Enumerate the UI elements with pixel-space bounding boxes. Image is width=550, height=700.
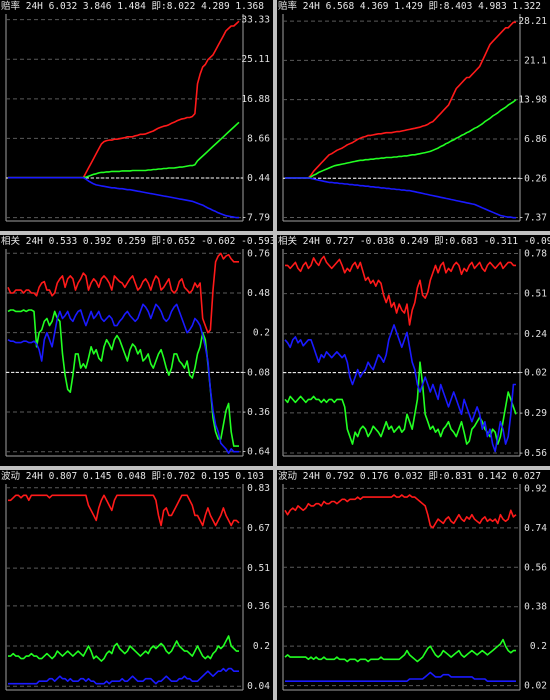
y-tick-label: -0.64	[241, 447, 270, 458]
series-line-blue	[285, 177, 516, 219]
y-tick-label: 0.78	[524, 248, 547, 259]
chart-panel-volatility-2: 波动 24H 0.792 0.176 0.032 即:0.831 0.142 0…	[277, 470, 550, 700]
y-tick-label: 0.56	[524, 562, 547, 573]
y-tick-label: -7.37	[518, 213, 547, 224]
series-line-blue	[7, 303, 239, 454]
y-tick-label: 0.74	[524, 523, 547, 534]
chart-header: 赔率 24H 6.032 3.846 1.484 即:8.022 4.289 1…	[1, 1, 264, 12]
y-tick-label: 0.67	[247, 523, 270, 534]
y-tick-label: 0.51	[524, 289, 547, 300]
chart-header: 波动 24H 0.792 0.176 0.032 即:0.831 0.142 0…	[278, 471, 541, 482]
series-line-blue	[8, 176, 239, 219]
y-tick-label: 0.2	[253, 328, 270, 339]
y-tick-label: -0.29	[518, 408, 547, 419]
chart-plot: -7.79 0.44 8.66 16.88 25.11 33.33	[5, 14, 270, 224]
chart-header: 波动 24H 0.807 0.145 0.048 即:0.702 0.195 0…	[1, 471, 264, 482]
series-line-blue	[8, 667, 239, 685]
chart-plot: -0.56 -0.29 -0.02 0.24 0.51 0.78	[282, 248, 547, 459]
series-line-red	[7, 252, 239, 334]
y-tick-label: -7.79	[241, 213, 270, 224]
chart-header: 赔率 24H 6.568 4.369 1.429 即:8.403 4.983 1…	[278, 1, 541, 12]
chart-plot: 0.02 0.2 0.38 0.56 0.74 0.92	[282, 483, 547, 692]
y-tick-label: 0.38	[524, 602, 547, 613]
y-tick-label: 0.2	[253, 641, 270, 652]
y-tick-label: 8.66	[247, 133, 270, 144]
y-tick-label: 0.76	[247, 248, 270, 259]
chart-panel-volatility-1: 波动 24H 0.807 0.145 0.048 即:0.702 0.195 0…	[0, 470, 273, 700]
y-tick-label: -0.08	[241, 367, 270, 378]
y-tick-label: 0.2	[530, 641, 547, 652]
y-tick-label: 33.33	[241, 15, 270, 26]
y-tick-label: 0.48	[247, 288, 270, 299]
series-line-blue	[284, 324, 516, 453]
series-line-green	[7, 309, 239, 447]
y-tick-label: 0.92	[524, 483, 547, 494]
y-tick-label: 13.98	[518, 95, 547, 106]
series-line-green	[285, 98, 517, 179]
chart-panel-odds-1: 赔率 24H 6.032 3.846 1.484 即:8.022 4.289 1…	[0, 0, 273, 231]
y-tick-label: 0.44	[247, 173, 270, 184]
y-tick-label: -0.56	[518, 448, 547, 459]
series-line-red	[285, 255, 516, 326]
y-tick-label: -0.36	[241, 407, 270, 418]
y-tick-label: 6.86	[524, 134, 547, 145]
chart-plot: -0.64 -0.36 -0.08 0.2 0.48 0.76	[5, 248, 270, 458]
y-tick-label: -0.26	[518, 173, 547, 184]
y-tick-label: 0.24	[524, 329, 547, 340]
y-tick-label: 0.83	[247, 483, 270, 494]
y-tick-label: 25.11	[241, 54, 270, 65]
chart-plot: 0.04 0.2 0.36 0.51 0.67 0.83	[5, 483, 270, 692]
chart-header: 相关 24H 0.533 0.392 0.259 即:0.652 -0.602 …	[1, 236, 273, 247]
chart-panel-correlation-1: 相关 24H 0.533 0.392 0.259 即:0.652 -0.602 …	[0, 235, 273, 466]
series-line-green	[284, 361, 517, 445]
series-line-green	[8, 635, 239, 662]
y-tick-label: 21.1	[524, 55, 547, 66]
y-tick-label: 16.88	[241, 94, 270, 105]
series-line-red	[285, 21, 516, 179]
y-tick-label: 28.21	[518, 16, 547, 27]
y-tick-label: 0.36	[247, 601, 270, 612]
chart-panel-odds-2: 赔率 24H 6.568 4.369 1.429 即:8.403 4.983 1…	[277, 0, 550, 231]
chart-plot: -7.37 -0.26 6.86 13.98 21.1 28.21	[282, 14, 547, 224]
series-line-red	[8, 494, 240, 527]
y-tick-label: 0.02	[524, 681, 547, 692]
y-tick-label: -0.02	[518, 368, 547, 379]
series-line-blue	[285, 671, 516, 682]
series-line-green	[284, 638, 516, 663]
y-tick-label: 0.51	[247, 563, 270, 574]
chart-header: 相关 24H 0.727 -0.038 0.249 即:0.683 -0.311…	[278, 236, 550, 247]
chart-panel-correlation-2: 相关 24H 0.727 -0.038 0.249 即:0.683 -0.311…	[277, 235, 550, 466]
y-tick-label: 0.04	[247, 681, 270, 692]
series-line-red	[284, 494, 517, 529]
series-line-green	[8, 121, 240, 179]
